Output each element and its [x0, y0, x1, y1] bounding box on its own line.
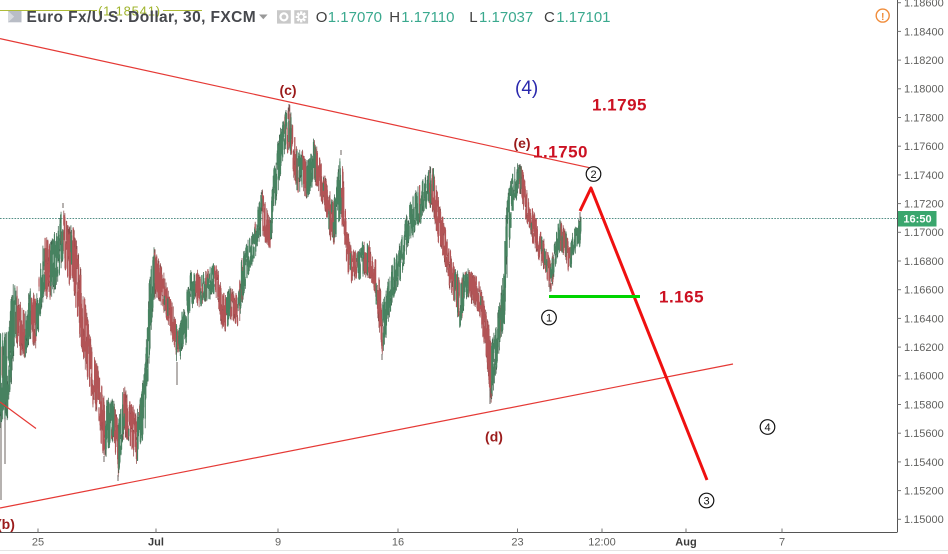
svg-text:1.17070: 1.17070: [328, 9, 382, 26]
svg-text:9: 9: [275, 537, 281, 549]
svg-text:1.17200: 1.17200: [904, 199, 944, 211]
svg-text:!: !: [881, 11, 885, 23]
svg-text:(1.18541): (1.18541): [98, 4, 161, 19]
svg-text:1.17400: 1.17400: [904, 170, 944, 182]
svg-text:1.15600: 1.15600: [904, 428, 944, 440]
svg-text:1.165: 1.165: [659, 288, 704, 307]
svg-text:16: 16: [392, 537, 404, 549]
svg-text:1.15400: 1.15400: [904, 457, 944, 469]
svg-text:1.16800: 1.16800: [904, 256, 944, 268]
svg-text:1.16200: 1.16200: [904, 342, 944, 354]
svg-text:O: O: [316, 9, 328, 26]
svg-text:1.17000: 1.17000: [904, 227, 944, 239]
svg-text:12:00: 12:00: [588, 537, 616, 549]
svg-text:1.18600: 1.18600: [904, 0, 944, 10]
svg-text:3: 3: [703, 496, 709, 508]
svg-text:23: 23: [511, 537, 523, 549]
svg-text:Euro Fx/U.S. Dollar, 30, FXCM: Euro Fx/U.S. Dollar, 30, FXCM: [27, 9, 257, 26]
svg-text:(c): (c): [279, 82, 296, 98]
svg-text:H: H: [389, 9, 400, 26]
svg-text:4: 4: [764, 422, 770, 434]
svg-text:1.17600: 1.17600: [904, 141, 944, 153]
svg-text:1.17037: 1.17037: [479, 9, 533, 26]
svg-text:(4): (4): [515, 78, 538, 99]
svg-text:1.17110: 1.17110: [401, 9, 454, 26]
svg-text:1: 1: [546, 313, 552, 325]
svg-text:(b): (b): [0, 516, 15, 532]
svg-text:7: 7: [779, 537, 785, 549]
svg-text:1.17101: 1.17101: [556, 9, 610, 26]
svg-text:2: 2: [590, 169, 596, 181]
svg-text:1.18400: 1.18400: [904, 26, 944, 38]
svg-text:1.16600: 1.16600: [904, 285, 944, 297]
svg-text:1.15000: 1.15000: [904, 514, 944, 526]
svg-text:C: C: [544, 9, 555, 26]
svg-text:1.17800: 1.17800: [904, 112, 944, 124]
svg-text:1.18200: 1.18200: [904, 55, 944, 67]
svg-text:1.16000: 1.16000: [904, 371, 944, 383]
svg-text:25: 25: [32, 537, 44, 549]
svg-text:1.15800: 1.15800: [904, 399, 944, 411]
svg-text:16:50: 16:50: [903, 214, 931, 226]
svg-text:1.1750: 1.1750: [533, 143, 588, 162]
svg-text:Jul: Jul: [148, 537, 164, 549]
svg-text:1.18000: 1.18000: [904, 84, 944, 96]
svg-text:1.1795: 1.1795: [592, 96, 647, 115]
svg-text:L: L: [469, 9, 477, 26]
svg-text:Aug: Aug: [675, 537, 696, 549]
svg-text:(e): (e): [513, 135, 530, 151]
svg-text:1.15200: 1.15200: [904, 486, 944, 498]
svg-text:(d): (d): [485, 429, 503, 445]
svg-text:1.16400: 1.16400: [904, 313, 944, 325]
